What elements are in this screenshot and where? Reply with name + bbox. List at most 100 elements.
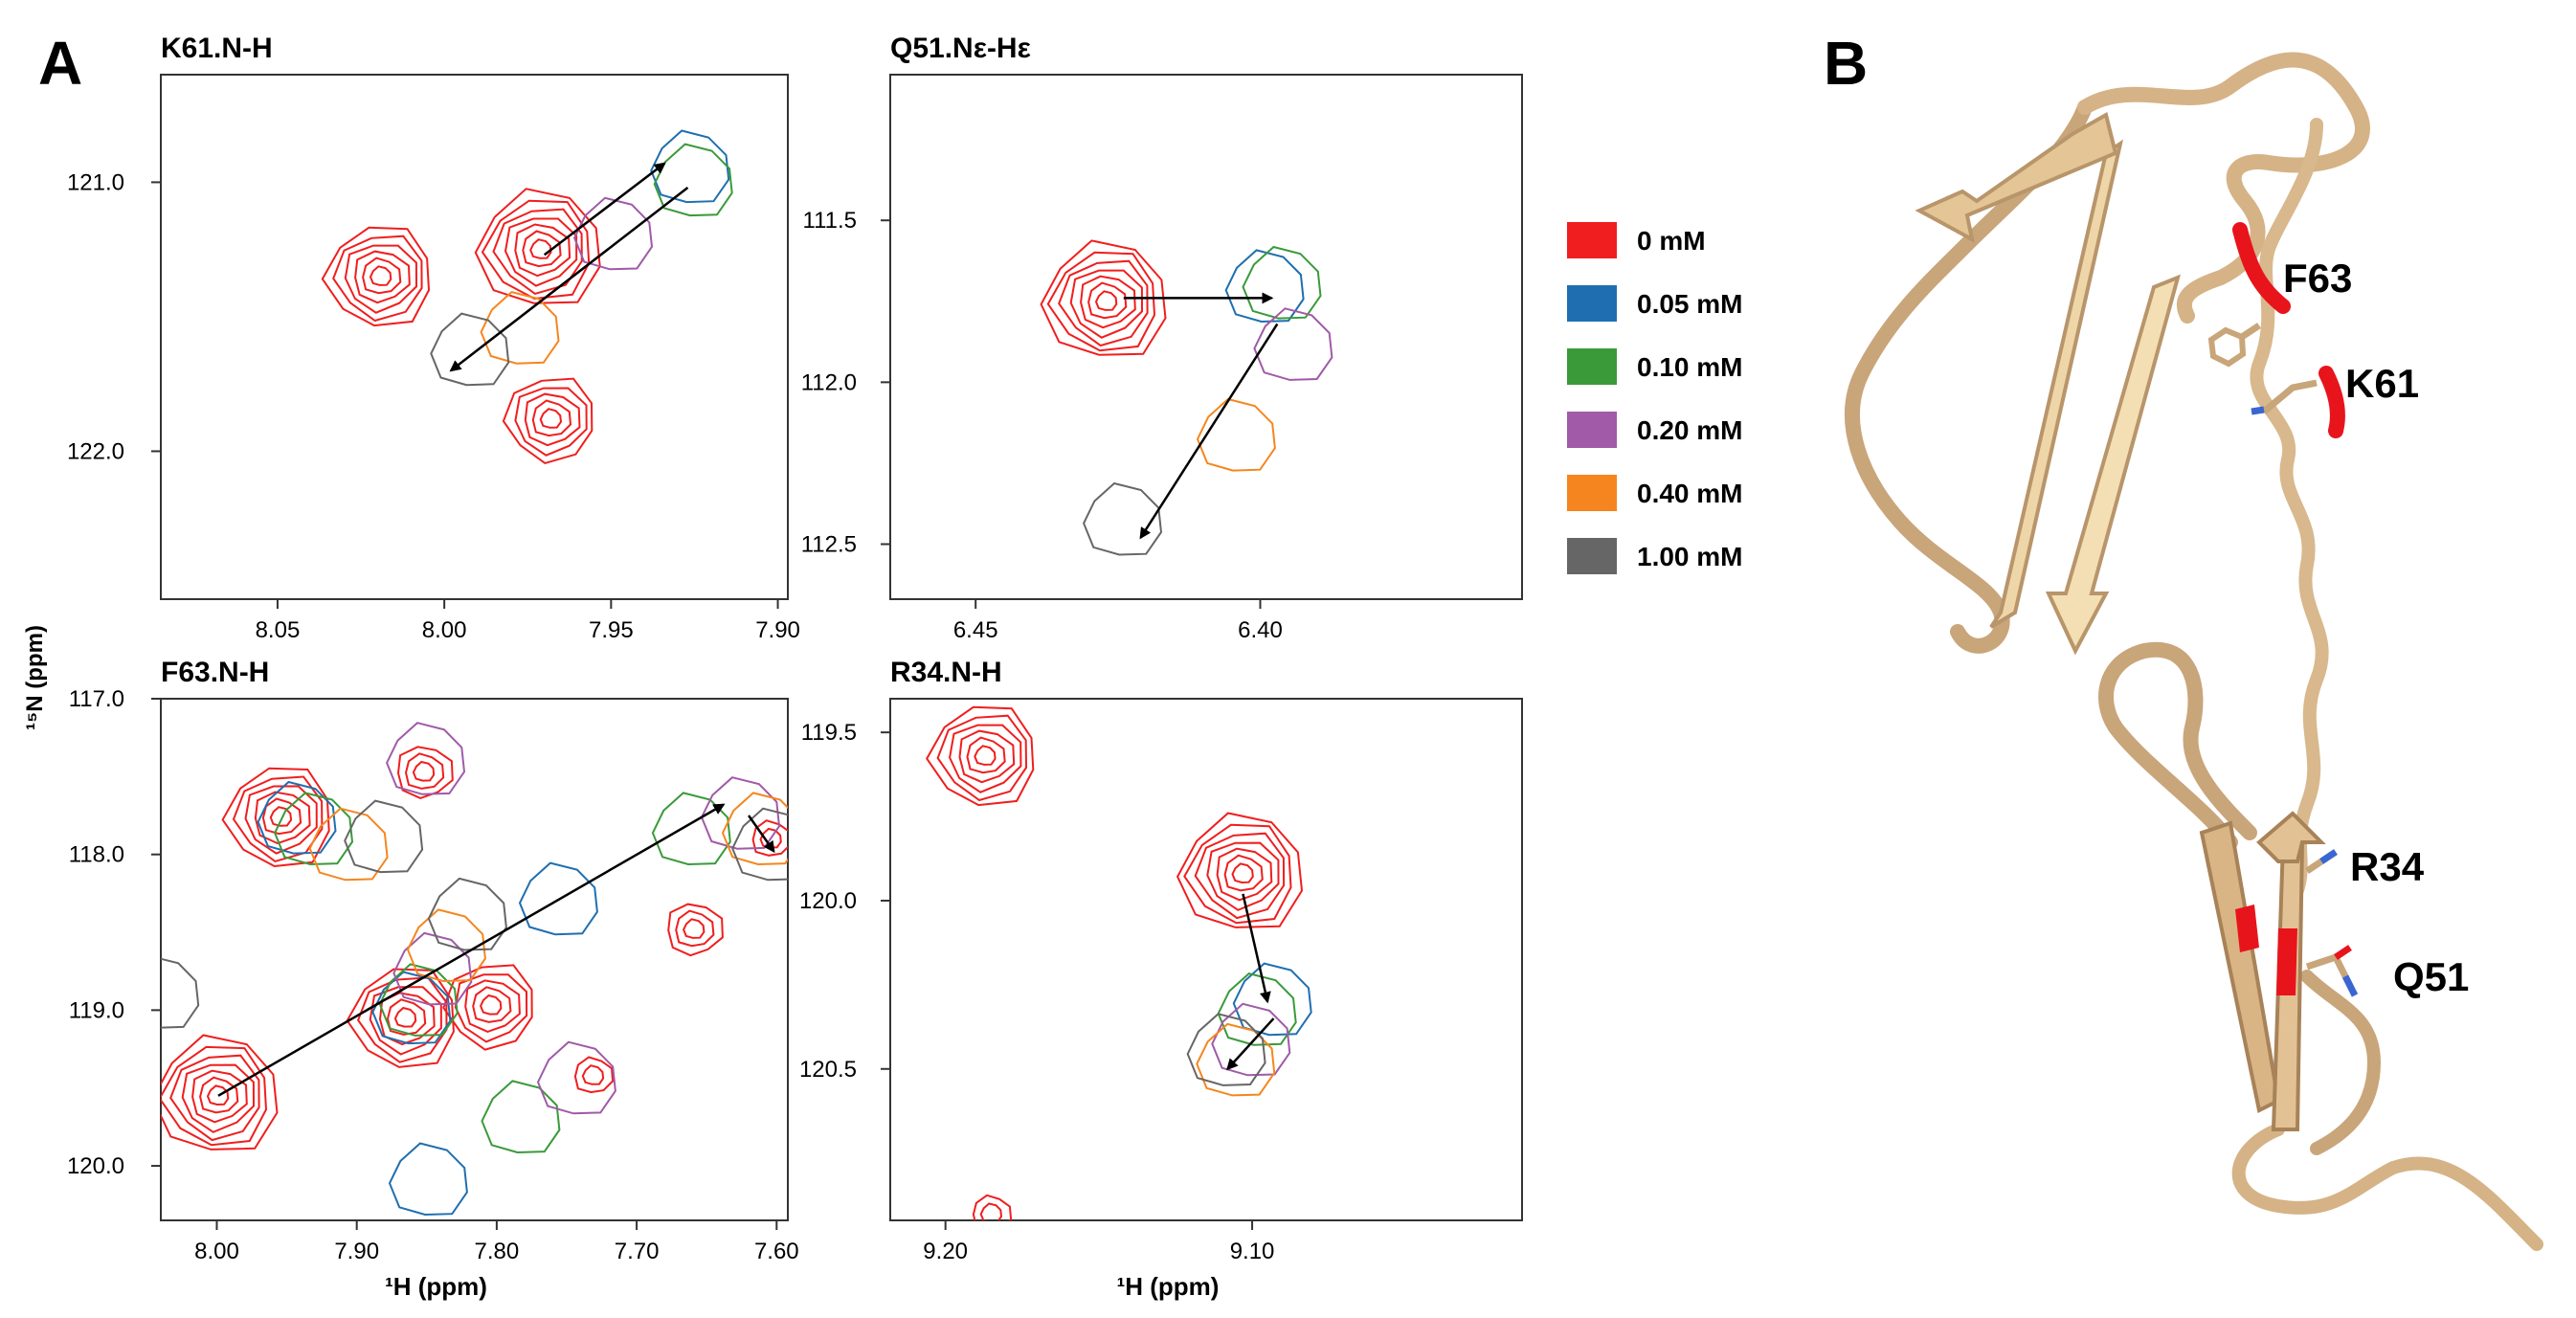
y-tick-label: 120.5 — [799, 1057, 857, 1083]
side-chain-oxygen — [2334, 945, 2352, 960]
peak-contour — [427, 877, 507, 951]
ribbon-coil — [2098, 641, 2257, 850]
x-tick-label: 7.90 — [755, 617, 800, 643]
ribbon-coil — [2077, 52, 2370, 324]
x-tick-label: 8.00 — [422, 617, 467, 643]
nmr-panel-q51: Q51.Nε-Hε 6.45 6.40 111.5 112.0 112.5 — [801, 33, 1523, 643]
peak-contour — [1176, 812, 1304, 928]
residue-label-k61: K61 — [2345, 361, 2419, 406]
y-tick-label: 111.5 — [803, 208, 858, 234]
ribbon-coil — [2300, 970, 2382, 1155]
panel-title: F63.N-H — [161, 657, 269, 688]
plot-frame — [160, 698, 789, 1221]
side-chain-nitrogen — [2251, 406, 2265, 415]
ribbon-coil — [2231, 1123, 2543, 1251]
x-tick-label: 9.10 — [1230, 1239, 1275, 1264]
peak-contour — [573, 196, 654, 271]
peak-contour — [926, 705, 1035, 807]
y-tick-label: 119.5 — [801, 720, 857, 746]
peak-contour — [1040, 239, 1167, 356]
peak-contour — [346, 968, 455, 1068]
x-tick-label: 8.00 — [194, 1239, 239, 1264]
y-axis-label: ¹⁵N (ppm) — [22, 625, 48, 730]
panel-title: K61.N-H — [161, 33, 273, 64]
peak-contour — [1242, 245, 1322, 320]
peak-contour — [161, 1034, 279, 1150]
legend-swatch — [1567, 348, 1617, 385]
peak-contour — [1196, 397, 1276, 472]
legend-label: 0.10 mM — [1637, 352, 1743, 382]
panel-title: Q51.Nε-Hε — [890, 33, 1031, 64]
peak-contour — [972, 1194, 1013, 1220]
x-tick-label: 7.95 — [589, 617, 634, 643]
residue-k61-highlight — [2318, 366, 2345, 438]
peak-contour — [1253, 307, 1333, 381]
y-tick-label: 122.0 — [67, 438, 124, 464]
peak-contour — [667, 903, 724, 957]
legend-swatch — [1567, 222, 1617, 258]
ribbon-coil — [1845, 100, 2093, 654]
side-chain-nitrogen — [2319, 849, 2359, 997]
side-chain-ring — [2207, 326, 2247, 368]
shift-arrow — [543, 162, 666, 257]
y-tick-label: 119.0 — [69, 997, 124, 1023]
shift-arrow — [217, 803, 726, 1097]
peak-contour — [700, 776, 781, 850]
residue-label-f63: F63 — [2283, 256, 2352, 301]
peak-contour — [321, 226, 431, 327]
peak-contour — [518, 861, 598, 936]
x-axis-label: ¹H (ppm) — [385, 1272, 487, 1301]
peak-contour — [221, 767, 330, 868]
shift-arrow — [748, 815, 775, 854]
residue-label-q51: Q51 — [2393, 954, 2469, 999]
legend-swatch — [1567, 475, 1617, 511]
peak-contour — [371, 971, 452, 1045]
x-tick-label: 9.20 — [923, 1239, 968, 1264]
side-chain — [2305, 859, 2349, 978]
legend-swatch — [1567, 538, 1617, 574]
shift-arrow — [449, 187, 689, 372]
peak-contour — [1186, 1013, 1266, 1086]
legend-label: 1.00 mM — [1637, 542, 1743, 571]
y-tick-label: 120.0 — [67, 1153, 124, 1179]
beta-strand — [2045, 274, 2181, 656]
ribbon-coil — [2250, 118, 2329, 897]
x-tick-label: 6.45 — [953, 617, 998, 643]
peak-contour — [378, 963, 459, 1037]
x-tick-label: 8.05 — [256, 617, 301, 643]
residue-f63-highlight — [2232, 222, 2291, 314]
peak-contour — [396, 746, 454, 799]
beta-strand — [2256, 811, 2326, 863]
x-tick-label: 7.80 — [475, 1239, 520, 1264]
protein-structure: F63 K61 R34 Q51 — [1845, 52, 2543, 1251]
legend-label: 0 mM — [1637, 226, 1706, 256]
residue-q51-highlight — [2276, 928, 2297, 995]
peak-contour — [1083, 481, 1163, 556]
concentration-legend: 0 mM 0.05 mM 0.10 mM 0.20 mM 0.40 mM 1.00 mM — [1567, 222, 1743, 574]
y-tick-label: 121.0 — [67, 169, 124, 195]
peak-contour — [386, 722, 466, 795]
side-chain — [2240, 323, 2318, 414]
plot-frame — [889, 74, 1523, 600]
nmr-panel-k61: K61.N-H 8.05 8.00 7.95 7.90 121.0 122.0 — [67, 33, 800, 643]
legend-label: 0.40 mM — [1637, 479, 1743, 508]
residue-r34-highlight — [2235, 905, 2259, 952]
peak-contour — [1224, 249, 1305, 324]
plot-frame — [889, 698, 1523, 1221]
y-tick-label: 112.5 — [801, 531, 857, 557]
peak-contour — [1232, 962, 1312, 1037]
beta-strand — [1989, 139, 2124, 629]
y-tick-label: 117.0 — [69, 686, 124, 712]
peak-contour — [481, 1080, 561, 1154]
panel-label-b: B — [1824, 29, 1868, 98]
residue-label-r34: R34 — [2350, 844, 2425, 889]
legend-swatch — [1567, 285, 1617, 322]
peak-contour — [536, 1040, 616, 1115]
peak-contour — [474, 188, 601, 304]
peak-contour — [650, 129, 730, 204]
x-tick-label: 7.60 — [754, 1239, 799, 1264]
legend-swatch — [1567, 412, 1617, 448]
peak-contour — [308, 807, 389, 882]
peak-contour — [344, 799, 424, 874]
